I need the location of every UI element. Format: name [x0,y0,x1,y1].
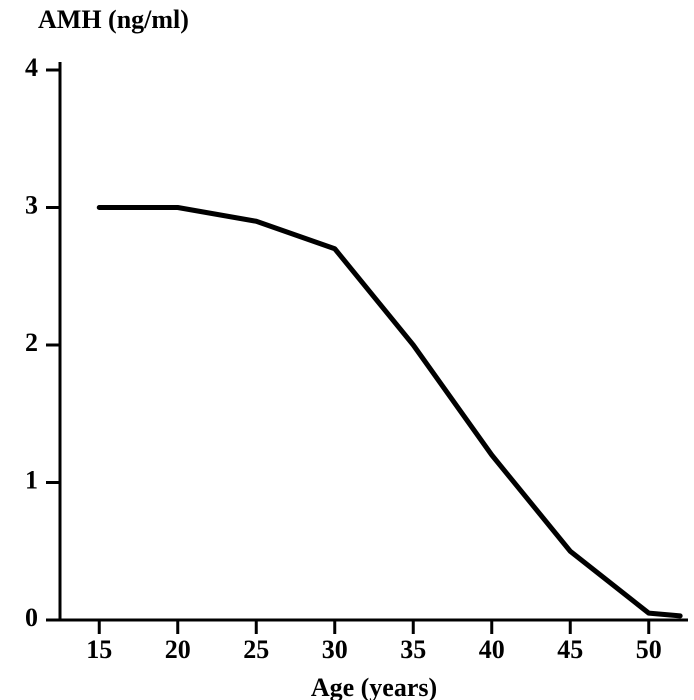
amh-age-chart: 0 1 2 3 4 15 20 25 30 35 40 45 50 AMH (ng/ml) Age (yea… [0,0,694,700]
chart-svg: 0 1 2 3 4 15 20 25 30 35 40 45 50 AMH (ng/ml) Age (yea… [0,0,694,700]
x-tick-label: 30 [322,635,348,664]
y-tick-label: 4 [25,53,38,82]
x-tick-label: 15 [86,635,112,664]
x-axis-title: Age (years) [311,673,437,700]
y-tick-label: 2 [25,328,38,357]
y-tick-label: 3 [25,190,38,219]
x-tick-label: 50 [636,635,662,664]
x-tick-label: 45 [557,635,583,664]
y-tick-label: 0 [25,603,38,632]
x-tick-label: 25 [243,635,269,664]
x-tick-label: 20 [165,635,191,664]
x-tick-label: 35 [400,635,426,664]
y-tick-label: 1 [25,465,38,494]
y-axis-title: AMH (ng/ml) [38,5,189,34]
x-tick-label: 40 [479,635,505,664]
